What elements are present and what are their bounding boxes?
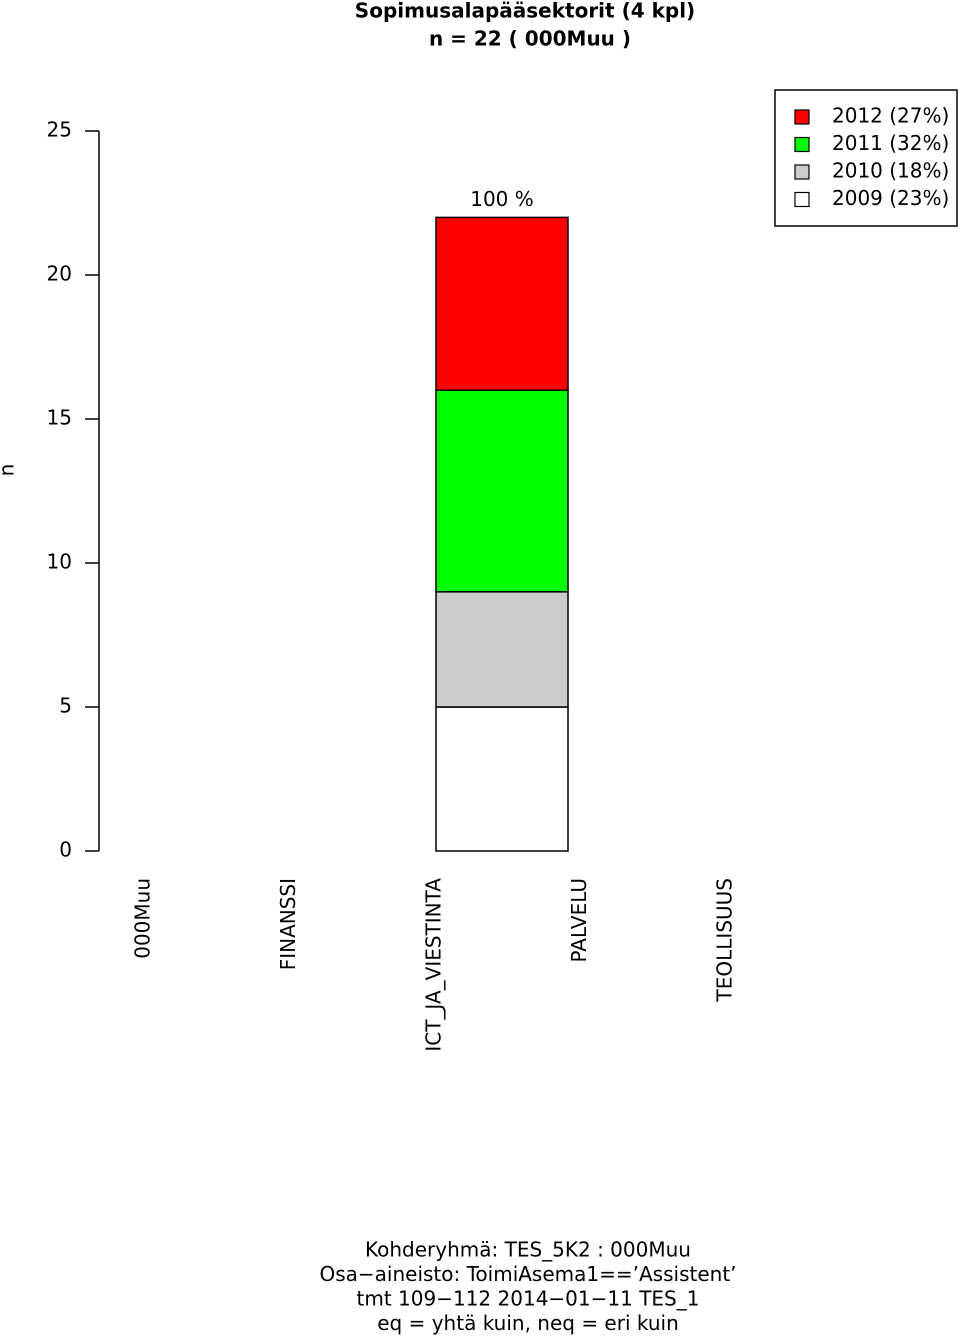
x-tick-label: 000Muu xyxy=(131,878,155,959)
legend-label: 2010 (18%) xyxy=(832,159,949,183)
legend-label: 2009 (23%) xyxy=(832,186,949,210)
y-axis-label: n xyxy=(0,464,19,477)
bar-segment xyxy=(435,216,569,391)
legend-swatch xyxy=(794,191,810,208)
y-tick-label: 20 xyxy=(47,262,72,286)
x-tick-label: FINANSSI xyxy=(276,878,300,970)
y-tick-label: 10 xyxy=(47,550,72,574)
legend-swatch xyxy=(794,164,810,180)
bar-segment xyxy=(435,706,569,852)
legend-swatch xyxy=(794,109,810,125)
footer-line: Kohderyhmä: TES_5K2 : 000Muu xyxy=(365,1238,691,1262)
y-tick-label: 0 xyxy=(59,838,72,862)
y-tick-label: 5 xyxy=(59,694,72,718)
legend-label: 2011 (32%) xyxy=(832,131,949,155)
chart-subtitle: n = 22 ( 000Muu ) xyxy=(429,27,631,51)
footer-line: eq = yhtä kuin, neq = eri kuin xyxy=(377,1311,679,1335)
bar-segment xyxy=(435,389,569,593)
bar-annotation: 100 % xyxy=(470,187,534,211)
y-tick-label: 15 xyxy=(47,406,72,430)
legend-label: 2012 (27%) xyxy=(832,104,949,128)
legend-swatch xyxy=(794,136,810,153)
bar-segment xyxy=(435,591,569,708)
x-tick-label: TEOLLISUUS xyxy=(713,878,737,1002)
footer-line: tmt 109−112 2014−01−11 TES_1 xyxy=(357,1287,700,1311)
x-tick-label: ICT_JA_VIESTINTA xyxy=(422,878,446,1052)
chart-title: Sopimusalapääsektorit (4 kpl) xyxy=(355,0,695,23)
footer-line: Osa−aineisto: ToimiAsema1==’Assistent’ xyxy=(319,1262,736,1286)
y-tick-label: 25 xyxy=(47,118,72,142)
x-tick-label: PALVELU xyxy=(567,878,591,963)
